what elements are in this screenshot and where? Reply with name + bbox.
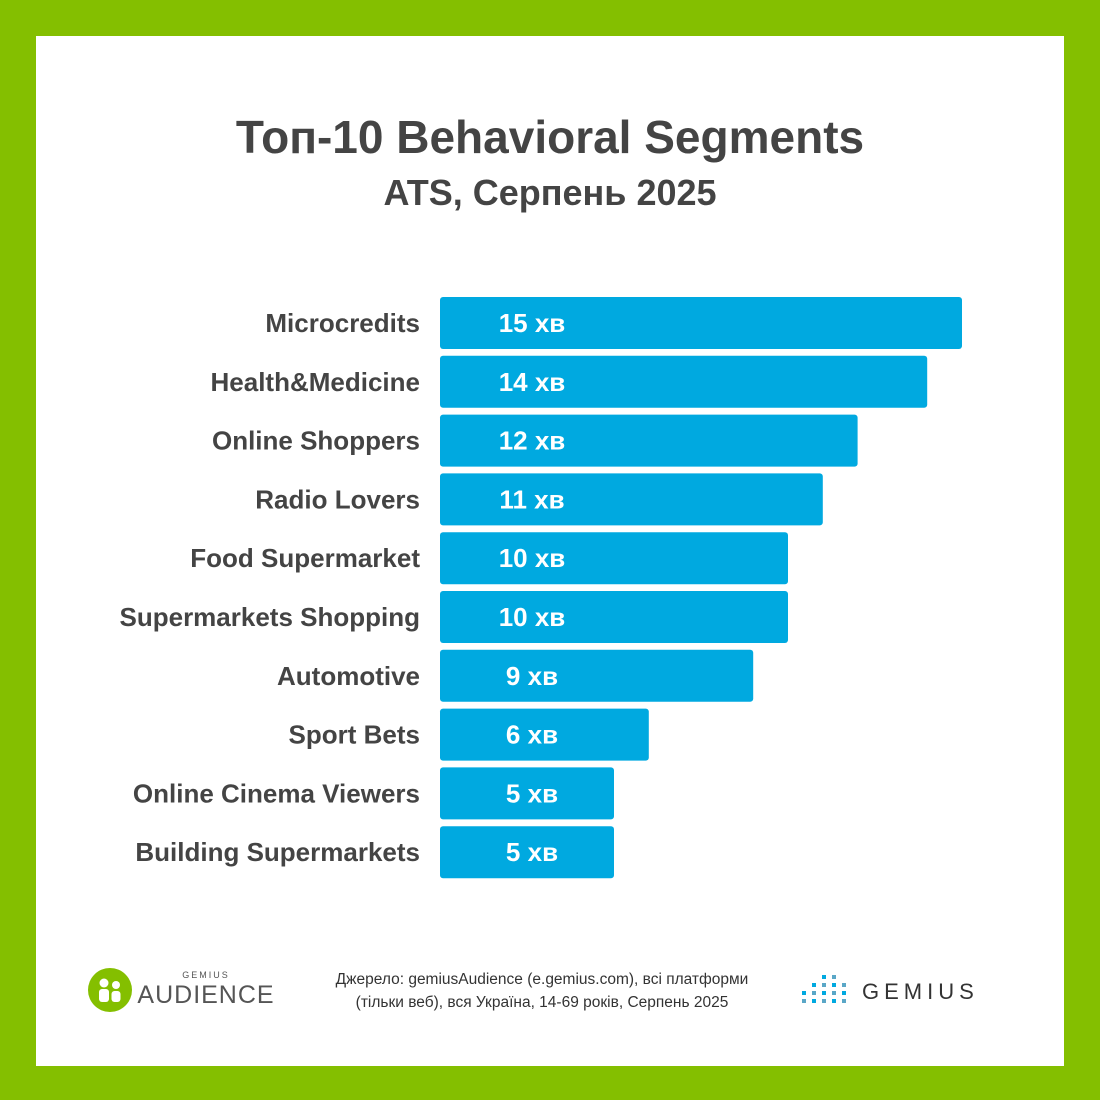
category-label: Online Cinema Viewers — [133, 778, 420, 808]
logo-dot — [802, 991, 806, 995]
logo-dot — [812, 983, 816, 987]
logo-dot — [832, 999, 836, 1003]
logo-dot — [802, 999, 806, 1003]
logo-left-small-text: GEMIUS — [182, 970, 230, 980]
chart-subtitle: ATS, Серпень 2025 — [383, 172, 717, 213]
bar — [440, 708, 649, 761]
gemius-logo: GEMIUS — [802, 975, 979, 1004]
bar-value-label: 11 хв — [499, 484, 564, 514]
category-label: Building Supermarkets — [135, 837, 420, 867]
category-label: Microcredits — [265, 308, 420, 338]
category-label: Health&Medicine — [211, 367, 421, 397]
source-line-2: (тільки веб), вся Україна, 14-69 років, … — [355, 994, 729, 1011]
bar — [440, 297, 962, 349]
source-line-1: Джерело: gemiusAudience (e.gemius.com), … — [335, 971, 749, 988]
bar — [440, 355, 928, 408]
logo-dot — [812, 991, 816, 995]
logo-left-main-text: AUDIENCE — [137, 981, 274, 1009]
bar-value-label: 14 хв — [499, 367, 566, 397]
logo-dot — [822, 975, 826, 979]
logo-dot — [812, 999, 816, 1003]
bar-value-label: 10 хв — [499, 543, 566, 573]
logo-dot — [832, 983, 836, 987]
category-label: Radio Lovers — [255, 484, 420, 514]
bar-value-label: 10 хв — [499, 602, 566, 632]
logo-dot — [842, 983, 846, 987]
logo-dot — [832, 991, 836, 995]
gemius-audience-logo: GEMIUS AUDIENCE — [88, 968, 274, 1012]
logo-dot — [822, 999, 826, 1003]
category-label: Online Shoppers — [212, 426, 420, 456]
category-label: Automotive — [277, 661, 420, 691]
logo-dot — [832, 975, 836, 979]
logo-dot — [822, 991, 826, 995]
bar-value-label: 9 хв — [506, 661, 558, 691]
bar — [440, 649, 754, 702]
bar — [440, 473, 823, 526]
bar — [440, 532, 788, 585]
bar-value-label: 12 хв — [499, 426, 566, 456]
bar — [440, 414, 858, 467]
bar — [440, 591, 788, 643]
logo-right-text: GEMIUS — [862, 979, 979, 1004]
category-label: Food Supermarket — [190, 543, 420, 573]
chart-title: Топ-10 Behavioral Segments — [235, 111, 865, 163]
logo-dot — [842, 991, 846, 995]
logo-dot — [822, 983, 826, 987]
bar-value-label: 15 хв — [499, 308, 566, 338]
category-label: Sport Bets — [289, 720, 420, 750]
bar-chart: Microcredits 15 хв Health&Medicine 14 хв Onl… — [120, 297, 962, 879]
bar-value-label: 5 хв — [506, 778, 558, 808]
logo-dot — [842, 999, 846, 1003]
infographic-card: Топ-10 Behavioral Segments ATS, Серпень … — [36, 36, 1064, 1066]
bar — [440, 767, 614, 820]
source-note: Джерело: gemiusAudience (e.gemius.com), … — [320, 968, 764, 1014]
category-label: Supermarkets Shopping — [120, 602, 421, 632]
bar — [440, 826, 614, 879]
bar-value-label: 6 хв — [506, 720, 558, 750]
bar-value-label: 5 хв — [506, 837, 558, 867]
gemius-dots-icon — [802, 975, 846, 1003]
